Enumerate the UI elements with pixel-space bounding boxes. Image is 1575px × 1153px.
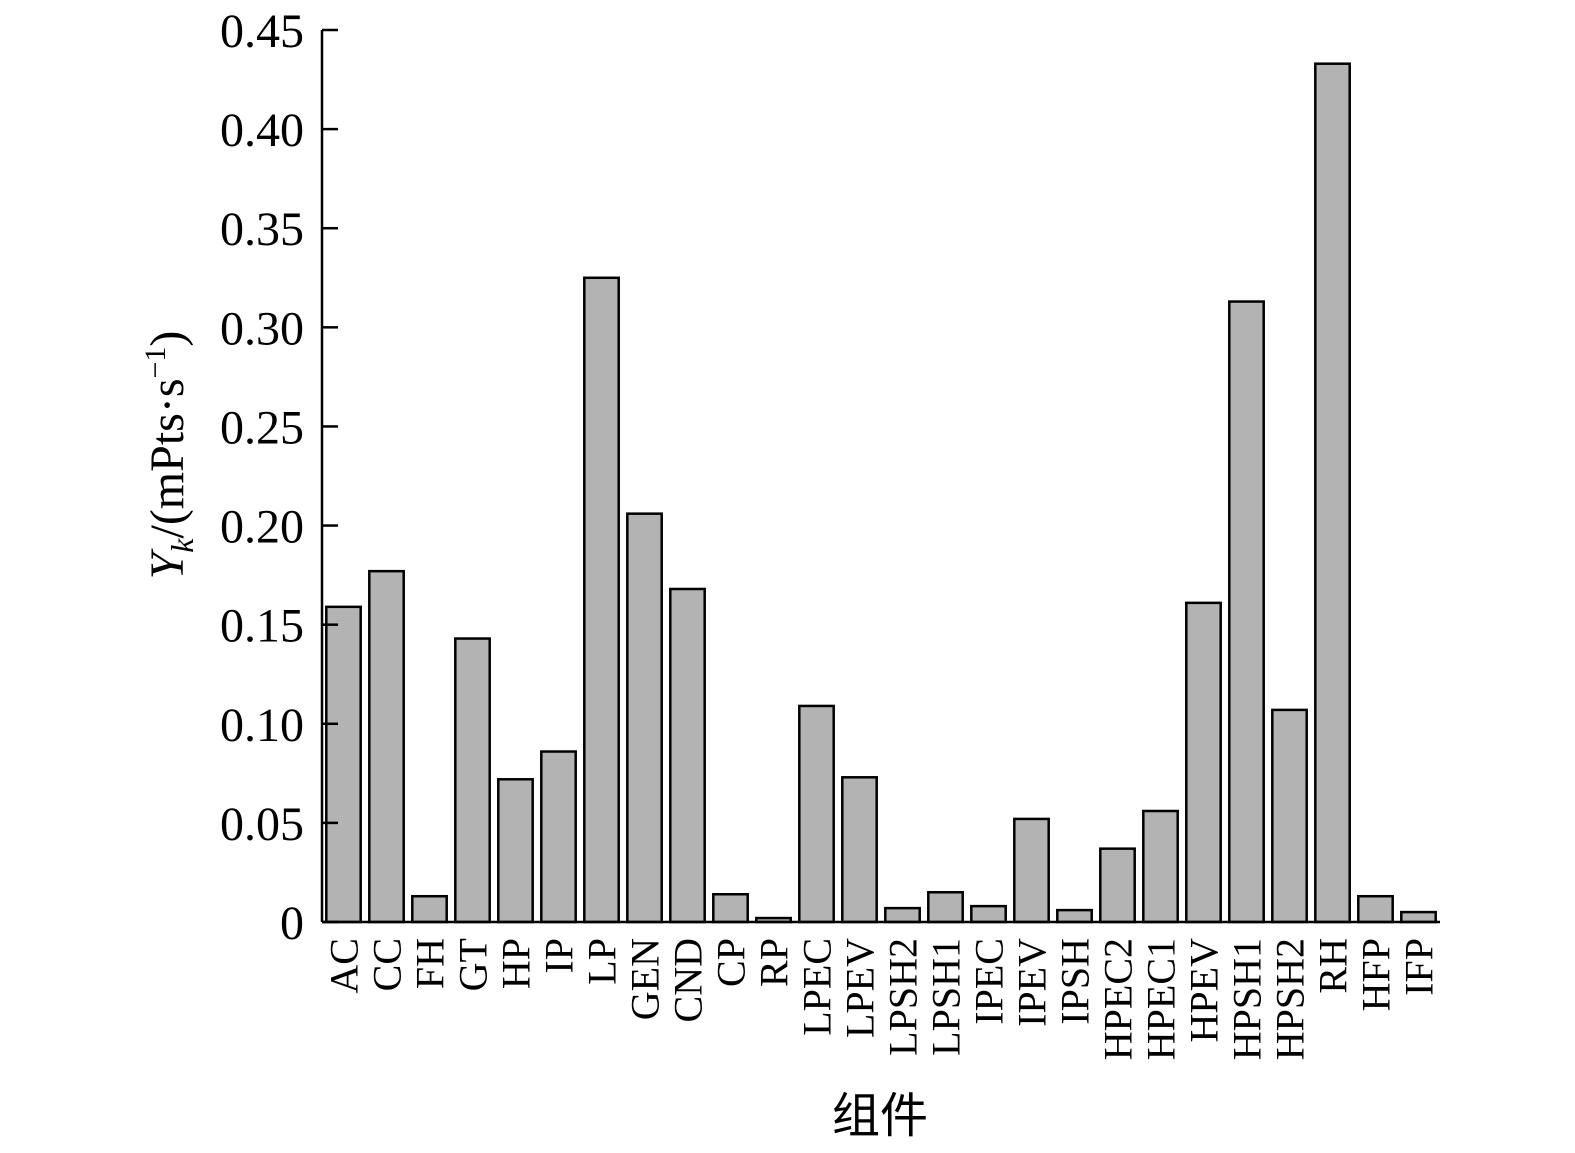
x-tick-label: LPSH2	[881, 938, 926, 1056]
x-tick-label: RP	[752, 938, 797, 987]
bar-hfp	[1357, 894, 1394, 924]
x-tick-label: IPSH	[1053, 938, 1098, 1025]
y-axis-title-unit: /(mPts·s	[141, 378, 194, 538]
axes-layer	[320, 30, 1440, 924]
bar-cc	[368, 569, 405, 924]
y-tick-label: 0.15	[220, 600, 304, 653]
x-axis-title: 组件	[832, 1090, 928, 1143]
x-tick-labels: ACCCFHGTHPIPLPGENCNDCPRPLPECLPEVLPSH2LPS…	[322, 938, 1442, 1060]
x-tick-label: IP	[537, 938, 582, 974]
bar-lpev	[841, 776, 878, 924]
x-tick-label: RH	[1311, 938, 1356, 994]
y-axis-title-close: )	[141, 331, 194, 347]
bar-hpev	[1185, 601, 1222, 924]
bar-hp	[497, 778, 534, 924]
bar-gen	[626, 512, 663, 924]
y-tick-label: 0.35	[220, 203, 304, 256]
x-tick-label: HPEC2	[1096, 938, 1141, 1060]
bar-lpsh2	[884, 906, 921, 924]
x-tick-label: LPEV	[838, 938, 883, 1038]
bar-lp	[583, 276, 620, 924]
y-axis-title: Yk/(mPts·s−1)	[139, 331, 200, 580]
bar-ipev	[1013, 817, 1050, 924]
x-tick-label: HP	[494, 938, 539, 989]
y-tick-label: 0.45	[220, 5, 304, 58]
x-tick-label: LPEC	[795, 938, 840, 1036]
y-tick-label: 0	[280, 897, 304, 950]
y-axis-title-symbol: Y	[141, 548, 194, 579]
x-tick-label: LPSH1	[924, 938, 969, 1056]
bar-lpec	[798, 704, 835, 924]
y-tick-label: 0.10	[220, 699, 304, 752]
x-tick-label: HPSH1	[1225, 938, 1270, 1060]
x-tick-label: IFP	[1397, 938, 1442, 996]
x-tick-label: CC	[365, 938, 410, 991]
y-tick-label: 0.30	[220, 302, 304, 355]
x-tick-label: CND	[666, 938, 711, 1022]
bar-rh	[1314, 62, 1351, 924]
bar-ipsh	[1056, 908, 1093, 924]
x-tick-label: CP	[709, 938, 754, 987]
x-tick-label: IPEC	[967, 938, 1012, 1025]
x-tick-label: HPEV	[1182, 938, 1227, 1043]
y-tick-label: 0.20	[220, 501, 304, 554]
x-tick-label: HPSH2	[1268, 938, 1313, 1060]
x-tick-label: IPEV	[1010, 938, 1055, 1027]
x-tick-label: LP	[580, 938, 625, 985]
y-tick-label: 0.25	[220, 401, 304, 454]
bar-lpsh1	[927, 891, 964, 924]
bar-ac	[325, 605, 362, 924]
x-tick-label: GEN	[623, 938, 668, 1020]
bar-fh	[411, 894, 448, 924]
y-ticks: 0 0.05 0.10 0.15 0.20 0.25 0.30 0.35 0.40 0.45	[220, 5, 338, 950]
bars-layer	[325, 62, 1437, 924]
x-tick-label: HFP	[1354, 938, 1399, 1011]
bar-ifp	[1400, 910, 1437, 924]
x-tick-label: FH	[408, 938, 453, 989]
x-tick-label: AC	[322, 938, 367, 994]
bar-ipec	[970, 904, 1007, 924]
bar-gt	[454, 637, 491, 924]
bar-hpsh1	[1228, 300, 1265, 924]
x-tick-label: HPEC1	[1139, 938, 1184, 1060]
bar-hpec1	[1142, 809, 1179, 924]
bar-ip	[540, 750, 577, 924]
x-tick-label: GT	[451, 938, 496, 991]
y-tick-label: 0.40	[220, 104, 304, 157]
y-tick-label: 0.05	[220, 798, 304, 851]
bar-hpec2	[1099, 847, 1136, 924]
y-axis-title-subscript: k	[164, 538, 200, 553]
bar-cp	[712, 893, 749, 924]
bar-hpsh2	[1271, 708, 1308, 924]
y-axis-title-exponent: −1	[139, 347, 172, 379]
bar-cnd	[669, 587, 706, 924]
